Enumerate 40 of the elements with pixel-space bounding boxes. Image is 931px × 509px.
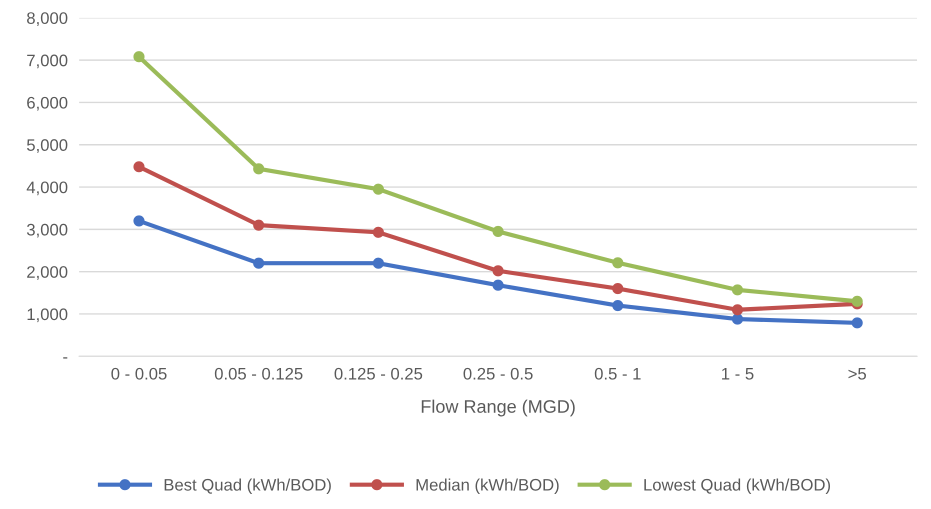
point [372, 258, 384, 269]
point [852, 296, 863, 307]
y-tick-label: 8,000 [27, 12, 68, 26]
point [492, 226, 504, 238]
point [133, 161, 145, 172]
point [492, 265, 504, 276]
y-tick-label: 7,000 [27, 54, 68, 68]
legend-label: Median (kWh/BOD) [416, 478, 559, 494]
point [732, 314, 744, 325]
point [732, 284, 744, 296]
point [612, 283, 624, 294]
point [612, 257, 624, 268]
point [492, 280, 504, 291]
point [253, 163, 264, 174]
y-tick-label: 5,000 [26, 139, 68, 153]
point [133, 215, 145, 226]
point [372, 184, 384, 195]
point [852, 317, 863, 328]
x-tick-label: 1 - 5 [722, 368, 754, 380]
x-tick-label: 0.05 - 0.125 [214, 368, 302, 380]
legend-label: Lowest Quad (kWh/BOD) [644, 478, 830, 494]
point [372, 226, 384, 238]
x-tick-label: 0.25 - 0.5 [464, 368, 533, 380]
y-tick-label: 1,000 [28, 308, 68, 322]
x-tick-label: 0.5 - 1 [594, 368, 641, 380]
y-tick-label: 3,000 [26, 224, 68, 238]
x-tick-label: 0.125 - 0.25 [334, 368, 422, 380]
y-tick-label: 2,000 [27, 266, 68, 280]
y-tick-label: - [63, 357, 68, 359]
x-axis-title: Flow Range (MGD) [422, 400, 575, 416]
point [253, 258, 264, 269]
point [253, 220, 264, 231]
y-tick-label: 4,000 [26, 181, 68, 196]
x-tick-label: >5 [848, 368, 866, 380]
y-tick-label: 6,000 [27, 96, 68, 111]
point [612, 300, 624, 312]
point [732, 304, 744, 316]
x-tick-label: 0 - 0.05 [111, 368, 167, 380]
legend-label: Best Quad (kWh/BOD) [164, 478, 331, 494]
point [133, 51, 145, 62]
